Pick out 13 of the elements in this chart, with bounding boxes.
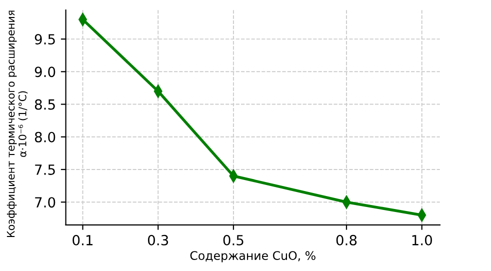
y-tick-label: 7.0 [35, 197, 56, 208]
x-tick-label: 0.8 [336, 234, 357, 246]
y-tick-label: 9.0 [34, 66, 56, 78]
y-tick-label: 7.5 [35, 164, 55, 175]
x-tick-label: 0.5 [223, 234, 244, 246]
y-tick-label: 9.5 [34, 34, 55, 45]
y-tick-label: 8.5 [34, 99, 55, 110]
x-tick-label: 0.1 [72, 234, 93, 246]
x-tick-label: 1.0 [412, 234, 432, 246]
y-axis-title: Коэффициент термического расширения α·10⁻⁶ (1/°C) [6, 10, 28, 238]
y-tick-label: 8.0 [34, 132, 56, 142]
x-tick-label: 0.3 [148, 234, 168, 246]
x-axis-title: Содержание CuO, % [190, 251, 316, 262]
